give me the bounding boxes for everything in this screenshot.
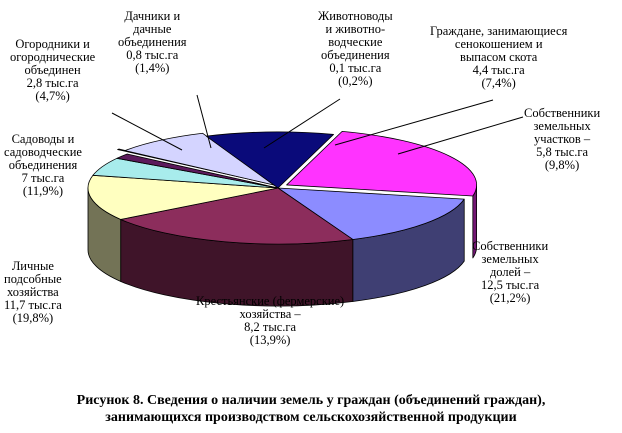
slice-label-line: участков – [534, 132, 591, 146]
slice-layer [87, 130, 477, 307]
slice-label-gardeners: Садоводы и садоводческие объединения 7 тыс.… [4, 133, 82, 198]
slice-label-line: подсобные [4, 272, 62, 286]
slice-label-line: 4,4 тыс.га [472, 63, 525, 77]
slice-label-line: водческие [328, 35, 383, 49]
slice-label-line: объединен [24, 63, 81, 77]
slice-label-haymaking: Граждане, занимающиеся сенокошением и выпа… [430, 25, 567, 90]
pie-slice-personal_plots [120, 187, 354, 245]
slice-label-line: Огородники и [15, 37, 90, 51]
slice-label-vegetable_growers: Огородники и огороднические объединен 2,8 т… [10, 38, 95, 103]
slice-label-line: 12,5 тыс.га [480, 278, 540, 292]
leader-line-vegetable_growers [111, 112, 183, 151]
slice-label-line: земельных [481, 252, 539, 266]
slice-label-line: 2,8 тыс.га [26, 76, 79, 90]
slice-label-line: Животноводы [318, 9, 393, 23]
slice-label-line: 7 тыс.га [21, 171, 65, 185]
slice-label-line: объединения [118, 35, 187, 49]
slice-label-line: Садоводы и [11, 132, 75, 146]
slice-label-line: Дачники и [124, 9, 181, 23]
slice-label-line: (0,2%) [338, 74, 373, 88]
figure-caption: Рисунок 8. Сведения о наличии земель у г… [0, 392, 622, 426]
slice-label-line: (7,4%) [481, 76, 516, 90]
slice-label-line: Крестьянские (фермерские) [196, 294, 345, 308]
leader-line-owners_plots [397, 116, 524, 155]
slice-label-line: садоводческие [4, 145, 82, 159]
slice-label-line: объединения [8, 158, 78, 172]
slice-label-line: Личные [11, 259, 54, 273]
slice-label-line: долей – [489, 265, 531, 279]
slice-label-line: выпасом скота [459, 50, 538, 64]
leader-line-livestock [263, 98, 341, 149]
slice-label-owners_shares: Собственники земельных долей –12,5 тыс.га(… [472, 240, 548, 305]
slice-label-line: огороднические [10, 50, 96, 64]
slice-label-line: и животно- [325, 22, 386, 36]
slice-label-line: (13,9%) [249, 333, 291, 347]
pie-slice-haymaking [124, 132, 275, 186]
slice-label-line: (19,8%) [12, 311, 54, 325]
leader-line-haymaking [334, 99, 494, 146]
pie-slice-peasant_farms [277, 187, 465, 240]
slice-label-line: земельных [533, 119, 591, 133]
slice-label-line: сенокошением и [454, 37, 543, 51]
slice-label-line: 0,1 тыс.га [329, 61, 382, 75]
pie-slice-dacha [116, 153, 279, 189]
slice-label-personal_plots: Личные подсобные хозяйства 11,7 тыс.га (19,8… [4, 260, 62, 325]
slice-label-line: объединения [321, 48, 390, 62]
slice-label-line: (21,2%) [489, 291, 531, 305]
slice-label-line: (11,9%) [22, 184, 64, 198]
slice-label-line: 8,2 тыс.га [244, 320, 297, 334]
slice-label-line: хозяйства – [239, 307, 301, 321]
slice-label-line: (9,8%) [544, 158, 580, 172]
pie-slice-gardeners [87, 174, 279, 220]
figure-caption-line: Рисунок 8. Сведения о наличии земель у г… [76, 393, 546, 408]
slice-label-line: дачные [133, 22, 172, 36]
slice-label-line: (4,7%) [35, 89, 70, 103]
slice-label-livestock: Животноводы и животно-водческие объединени… [318, 10, 393, 88]
slice-label-owners_plots: Собственники земельных участков –5,8 тыс.г… [524, 107, 600, 172]
slice-label-line: (1,4%) [135, 61, 170, 75]
slice-label-line: Собственники [472, 239, 549, 253]
slice-label-line: 0,8 тыс.га [126, 48, 179, 62]
slice-label-peasant_farms: Крестьянские (фермерские) хозяйства –8,2 … [196, 295, 344, 347]
pie-slice-owners_plots [205, 131, 334, 189]
slice-label-line: 11,7 тыс.га [4, 298, 62, 312]
slice-label-line: хозяйства [7, 285, 59, 299]
slice-label-line: Граждане, занимающиеся [430, 24, 568, 38]
leader-line-layer [111, 94, 524, 155]
leader-line-dacha [196, 94, 212, 149]
figure-caption-line: занимающихся производством сельскохозяйс… [105, 410, 517, 425]
slice-label-line: Собственники [524, 106, 601, 120]
slice-label-line: 5,8 тыс.га [536, 145, 589, 159]
slice-label-dacha: Дачники и дачные объединения 0,8 тыс.га (1,4… [118, 10, 187, 75]
